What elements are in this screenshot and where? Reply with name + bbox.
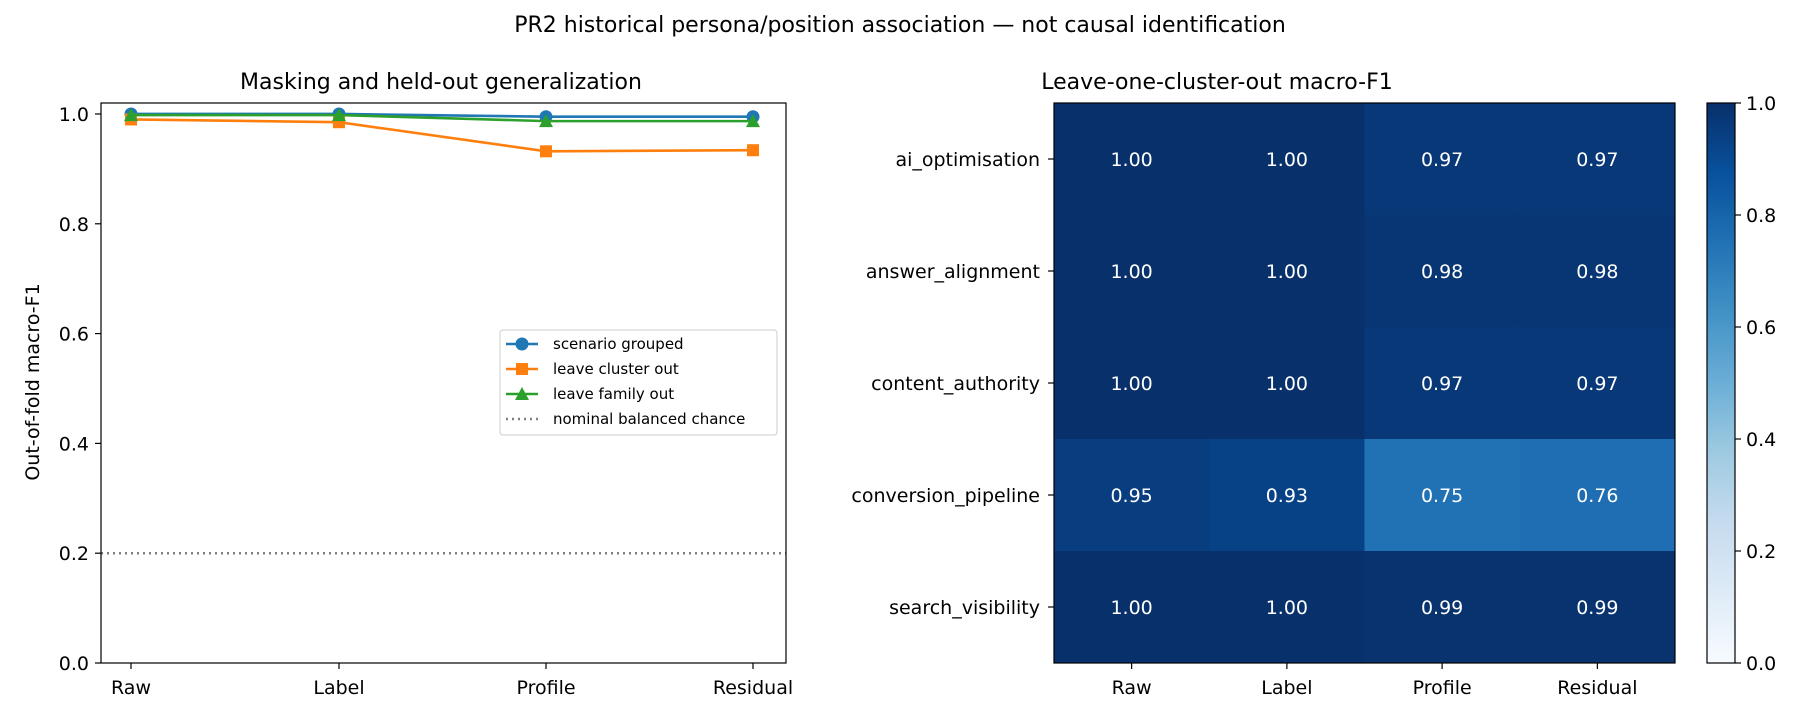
- legend-box: [499, 329, 778, 436]
- line-chart-plot-area: 0.0 0.2 0.4 0.6 0.8 1.0 Raw Label Profile Residua…: [59, 102, 793, 699]
- x-tick-label: Label: [313, 677, 364, 699]
- legend-label: leave family out: [553, 385, 674, 403]
- colorbar-tick-label: 0.2: [1746, 541, 1776, 563]
- heatmap-cell-label: 0.97: [1421, 149, 1463, 171]
- series-2-point-3: [746, 114, 760, 128]
- legend-swatch-marker: [515, 337, 529, 351]
- heatmap-cell-label: 0.97: [1576, 149, 1618, 171]
- legend-label: nominal balanced chance: [553, 410, 745, 428]
- heatmap-cell-label: 1.00: [1266, 261, 1308, 283]
- figure-suptitle: PR2 historical persona/position associat…: [514, 13, 1286, 38]
- heatmap-cell-label: 1.00: [1110, 597, 1152, 619]
- heatmap-cell-label: 0.95: [1110, 485, 1152, 507]
- heatmap-cell-label: 0.75: [1421, 485, 1463, 507]
- line-chart-y-axis-label: Out-of-fold macro-F1: [22, 283, 44, 480]
- heatmap-cell-label: 1.00: [1110, 261, 1152, 283]
- line-chart-frame: [100, 102, 787, 664]
- heatmap-title: Leave-one-cluster-out macro-F1: [1041, 70, 1392, 95]
- heatmap-cell: [1209, 439, 1365, 552]
- heatmap-cell: [1054, 439, 1210, 552]
- heatmap-cell: [1364, 215, 1521, 328]
- legend-item: leave cluster out: [506, 360, 679, 378]
- heatmap-chart: Leave-one-cluster-out macro-F1 1.00 1.00 0…: [851, 70, 1676, 699]
- legend-item: leave family out: [506, 385, 674, 403]
- legend-item: nominal balanced chance: [506, 410, 745, 428]
- heatmap-cell-label: 1.00: [1110, 149, 1152, 171]
- heatmap-cell: [1209, 327, 1365, 440]
- heatmap-y-tick-label: answer_alignment: [866, 261, 1040, 283]
- series-2-point-0: [124, 108, 138, 122]
- y-tick-label: 0.8: [59, 214, 89, 236]
- y-tick-label: 0.2: [59, 543, 89, 565]
- line-chart-legend: scenario grouped leave cluster out leave f…: [499, 329, 778, 436]
- heatmap-cell: [1209, 551, 1365, 664]
- heatmap-cell-label: 0.99: [1421, 597, 1463, 619]
- legend-label: scenario grouped: [553, 335, 684, 353]
- heatmap-x-tick-label: Residual: [1557, 677, 1637, 699]
- heatmap-cell-label: 1.00: [1266, 149, 1308, 171]
- heatmap-cell-label: 0.76: [1576, 485, 1618, 507]
- heatmap-cell: [1364, 439, 1521, 552]
- heatmap-x-tick-label: Profile: [1413, 677, 1472, 699]
- x-tick-label: Residual: [713, 677, 793, 699]
- heatmap-y-tick-label: search_visibility: [889, 597, 1040, 619]
- colorbar-tick-label: 0.8: [1746, 205, 1776, 227]
- colorbar-tick-label: 1.0: [1746, 93, 1776, 115]
- heatmap-cell: [1364, 551, 1521, 664]
- heatmap-colorbar: 0.0 0.2 0.4 0.6 0.8 1.0: [1706, 93, 1776, 675]
- colorbar-tick-label: 0.0: [1746, 653, 1776, 675]
- series-line-2: [131, 113, 753, 123]
- x-tick-label: Raw: [111, 677, 151, 699]
- y-tick-label: 0.6: [59, 324, 89, 346]
- heatmap-y-tick-label: conversion_pipeline: [851, 485, 1040, 507]
- heatmap-cell: [1054, 103, 1210, 216]
- x-tick-label: Profile: [516, 677, 575, 699]
- heatmap-cell-label: 1.00: [1266, 373, 1308, 395]
- heatmap-cell: [1519, 551, 1676, 664]
- heatmap-cell: [1519, 439, 1676, 552]
- heatmap-cell-label: 0.97: [1576, 373, 1618, 395]
- colorbar-gradient: [1706, 102, 1736, 664]
- legend-item: scenario grouped: [506, 335, 684, 353]
- line-chart-title: Masking and held-out generalization: [240, 70, 642, 95]
- legend-label: leave cluster out: [553, 360, 679, 378]
- y-tick-label: 0.4: [59, 433, 89, 455]
- heatmap-x-tick-label: Label: [1261, 677, 1312, 699]
- heatmap-plot-area: 1.00 1.00 0.97 0.97 1.00 1.00 0.98 0.98 1.00 1.00…: [851, 102, 1676, 699]
- heatmap-y-tick-label: ai_optimisation: [895, 149, 1040, 171]
- heatmap-cell: [1209, 103, 1365, 216]
- heatmap-cell-label: 0.93: [1266, 485, 1308, 507]
- heatmap-cell: [1054, 551, 1210, 664]
- colorbar-tick-label: 0.4: [1746, 429, 1776, 451]
- series-line-1: [130, 118, 754, 153]
- heatmap-cell-label: 0.98: [1421, 261, 1463, 283]
- legend-swatch-marker: [515, 387, 529, 400]
- heatmap-x-tick-label: Raw: [1112, 677, 1152, 699]
- y-tick-label: 0.0: [59, 653, 89, 675]
- heatmap-cell: [1519, 103, 1676, 216]
- heatmap-cell-label: 0.97: [1421, 373, 1463, 395]
- series-1-point-3: [747, 144, 759, 157]
- heatmap-cell-label: 0.99: [1576, 597, 1618, 619]
- heatmap-y-tick-label: content_authority: [871, 373, 1040, 395]
- series-1-point-2: [540, 145, 552, 158]
- series-2-point-2: [539, 114, 553, 128]
- heatmap-cell: [1519, 327, 1676, 440]
- series-2-point-1: [332, 108, 346, 122]
- heatmap-cell-label: 1.00: [1110, 373, 1152, 395]
- heatmap-cell: [1054, 215, 1210, 328]
- heatmap-cell: [1519, 215, 1676, 328]
- line-chart: Masking and held-out generalization Out-…: [22, 70, 793, 699]
- heatmap-cell: [1364, 103, 1521, 216]
- legend-swatch-marker: [516, 363, 528, 375]
- colorbar-tick-label: 0.6: [1746, 317, 1776, 339]
- heatmap-cell: [1364, 327, 1521, 440]
- colorbar-ticks: 0.0 0.2 0.4 0.6 0.8 1.0: [1735, 93, 1776, 675]
- y-tick-label: 1.0: [59, 104, 89, 126]
- heatmap-cell: [1209, 215, 1365, 328]
- heatmap-cell-label: 1.00: [1266, 597, 1308, 619]
- heatmap-cell: [1054, 327, 1210, 440]
- heatmap-cell-label: 0.98: [1576, 261, 1618, 283]
